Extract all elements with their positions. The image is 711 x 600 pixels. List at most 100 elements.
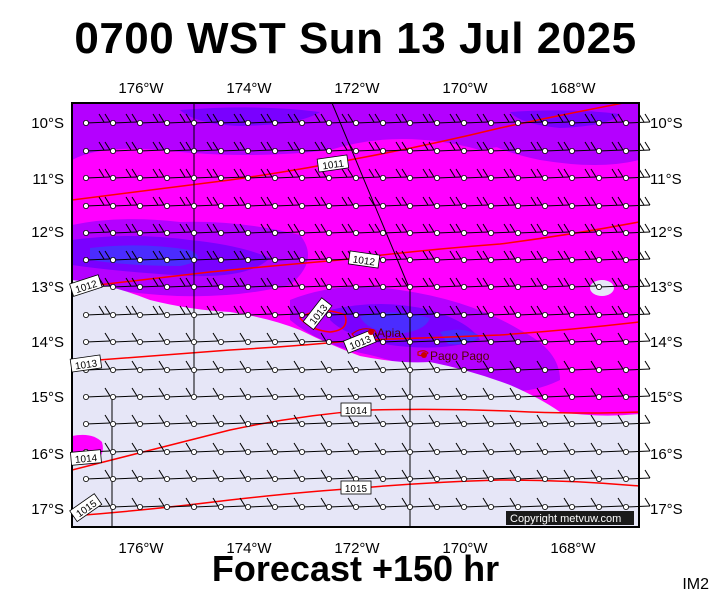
wind-barb-icon (596, 113, 624, 126)
wind-barb-icon (137, 196, 165, 209)
wind-barb-icon (515, 168, 543, 181)
wind-barb-icon (326, 196, 354, 209)
wind-barb-icon (326, 223, 354, 236)
wind-barb-icon (191, 360, 219, 373)
longitude-label-top: 170°W (442, 80, 488, 97)
wind-barb-icon (191, 168, 219, 181)
wind-barb-icon (515, 250, 543, 263)
latitude-label-right: 13°S (650, 279, 683, 296)
wind-barb-icon (488, 141, 516, 154)
wind-barb-icon (569, 277, 597, 290)
wind-barb-icon (596, 414, 624, 427)
wind-barb-icon (461, 360, 489, 373)
wind-barb-icon (110, 113, 138, 126)
wind-barb-icon (245, 305, 273, 318)
wind-barb-icon (110, 360, 138, 373)
wind-barb-icon (515, 469, 543, 482)
longitude-label-bottom: 170°W (442, 540, 488, 557)
wind-barb-icon (515, 332, 543, 345)
wind-barb-icon (191, 141, 219, 154)
latitude-label-left: 15°S (31, 389, 64, 406)
wind-barb-icon (623, 497, 651, 510)
wind-barb-icon (218, 113, 246, 126)
wind-barb-icon (191, 277, 219, 290)
wind-barb-icon (515, 497, 543, 510)
wind-barb-icon (515, 141, 543, 154)
wind-barb-icon (515, 196, 543, 209)
wind-barb-icon (326, 360, 354, 373)
wind-barb-icon (218, 497, 246, 510)
latitude-label-right: 11°S (650, 171, 682, 188)
wind-barb-icon (137, 277, 165, 290)
wind-barb-icon (569, 141, 597, 154)
wind-barb-icon (164, 223, 192, 236)
wind-barb-icon (191, 469, 219, 482)
wind-barb-icon (515, 414, 543, 427)
wind-barb-icon (272, 387, 300, 400)
wind-barb-icon (380, 305, 408, 318)
wind-barb-icon (191, 442, 219, 455)
wind-barb-icon (380, 442, 408, 455)
wind-barb-icon (569, 497, 597, 510)
wind-barb-icon (218, 414, 246, 427)
wind-barb-icon (407, 305, 435, 318)
wind-barb-icon (245, 469, 273, 482)
wind-barb-icon (245, 113, 273, 126)
wind-barb-icon (245, 168, 273, 181)
wind-barb-icon (623, 387, 651, 400)
wind-barb-icon (299, 414, 327, 427)
wind-barb-icon (461, 141, 489, 154)
wind-barb-icon (299, 223, 327, 236)
wind-barb-icon (407, 332, 435, 345)
wind-barb-icon (569, 414, 597, 427)
longitude-label-bottom: 168°W (550, 540, 596, 557)
wind-barb-icon (623, 223, 651, 236)
wind-barb-icon (488, 442, 516, 455)
wind-barb-icon (407, 360, 435, 373)
wind-barb-icon (569, 113, 597, 126)
wind-barb-icon (515, 387, 543, 400)
wind-barb-icon (569, 442, 597, 455)
wind-barb-icon (542, 141, 570, 154)
wind-barb-icon (299, 360, 327, 373)
wind-barb-icon (245, 360, 273, 373)
longitude-label-top: 172°W (334, 80, 380, 97)
longitude-label-bottom: 172°W (334, 540, 380, 557)
wind-barb-icon (380, 250, 408, 263)
wind-barb-icon (623, 141, 651, 154)
wind-barb-icon (272, 141, 300, 154)
wind-barb-icon (461, 469, 489, 482)
wind-barb-icon (326, 141, 354, 154)
wind-barb-icon (218, 250, 246, 263)
wind-barb-icon (164, 250, 192, 263)
wind-barb-icon (191, 387, 219, 400)
wind-barb-icon (596, 305, 624, 318)
wind-barb-icon (137, 141, 165, 154)
copyright-box (506, 511, 634, 525)
wind-barb-icon (137, 414, 165, 427)
latitude-label-left: 17°S (31, 501, 64, 518)
wind-barb-icon (191, 497, 219, 510)
wind-barb-icon (488, 113, 516, 126)
wind-barb-icon (272, 250, 300, 263)
wind-barb-icon (191, 113, 219, 126)
wind-barb-icon (137, 387, 165, 400)
wind-barb-icon (596, 497, 624, 510)
isobar-label: 1015 (340, 480, 372, 495)
wind-barb-icon (137, 113, 165, 126)
wind-barb-icon (218, 141, 246, 154)
wind-barb-icon (407, 387, 435, 400)
wind-barb-icon (623, 196, 651, 209)
wind-barb-icon (110, 387, 138, 400)
wind-barb-icon (245, 332, 273, 345)
svg-text:1014: 1014 (345, 406, 368, 417)
wind-barb-icon (434, 141, 462, 154)
wind-barb-icon (596, 387, 624, 400)
wind-barb-icon (272, 113, 300, 126)
wind-barb-icon (272, 414, 300, 427)
wind-barb-icon (164, 196, 192, 209)
wind-barb-icon (272, 168, 300, 181)
latitude-label-left: 14°S (31, 334, 64, 351)
wind-barb-icon (461, 196, 489, 209)
